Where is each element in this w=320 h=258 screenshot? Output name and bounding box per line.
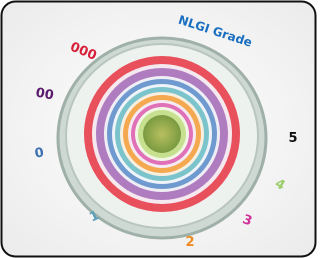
grade-label: 00 [34, 86, 54, 104]
scene: NLGI Grade 00000012345 [0, 0, 317, 258]
grade-label: 5 [288, 131, 297, 146]
dish [58, 38, 266, 238]
grade-label: 2 [185, 235, 194, 250]
